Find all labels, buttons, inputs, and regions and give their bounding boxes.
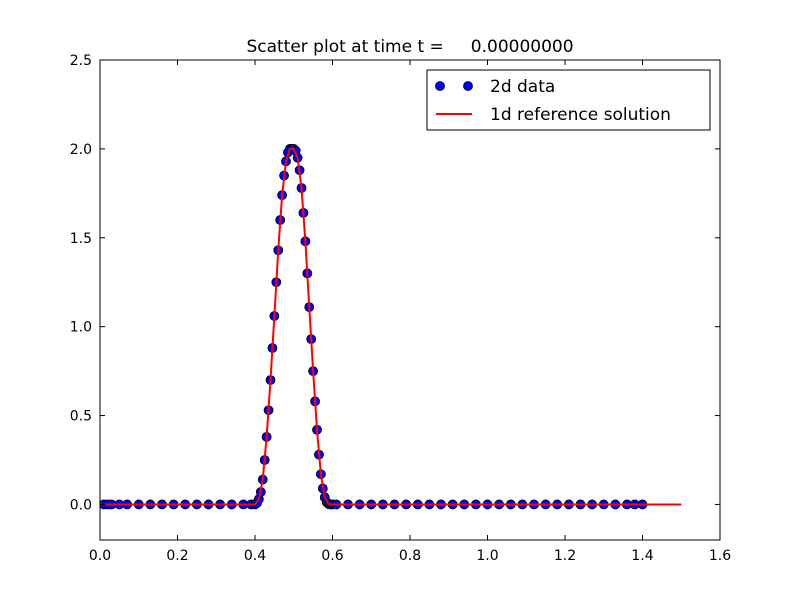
scatter-series: [100, 143, 648, 510]
x-tick-label: 1.4: [631, 548, 653, 564]
x-tick-label: 1.6: [709, 548, 731, 564]
y-tick-label: 0.0: [70, 497, 92, 513]
legend-label-scatter: 2d data: [490, 77, 555, 97]
legend-label-line: 1d reference solution: [490, 105, 671, 125]
x-tick-label: 0.8: [399, 548, 421, 564]
y-tick-label: 2.5: [70, 53, 92, 69]
plot-marks: [100, 143, 682, 510]
axes-frame: [99, 59, 721, 541]
y-tick-label: 2.0: [70, 142, 92, 158]
reference-line: [100, 147, 682, 506]
legend-box: [426, 69, 711, 131]
x-tick-label: 1.2: [554, 548, 576, 564]
y-tick-label: 1.5: [70, 231, 92, 247]
y-tick-label: 1.0: [70, 320, 92, 336]
axis-ticks: 0.0 0.2 0.4 0.6 0.8 1.0 1.2 1.4 1.6 0.0 0.5 1.0 1.5 2…: [70, 53, 731, 564]
legend-marker-scatter: [435, 81, 445, 91]
x-tick-label: 0.4: [244, 548, 266, 564]
x-tick-label: 0.0: [89, 548, 111, 564]
x-tick-label: 0.2: [166, 548, 188, 564]
legend: 2d data 1d reference solution: [426, 69, 711, 131]
y-tick-label: 0.5: [70, 409, 92, 425]
x-tick-label: 0.6: [321, 548, 343, 564]
chart-title: Scatter plot at time t = 0.00000000: [246, 37, 573, 57]
legend-marker-scatter: [463, 81, 473, 91]
x-tick-label: 1.0: [476, 548, 498, 564]
